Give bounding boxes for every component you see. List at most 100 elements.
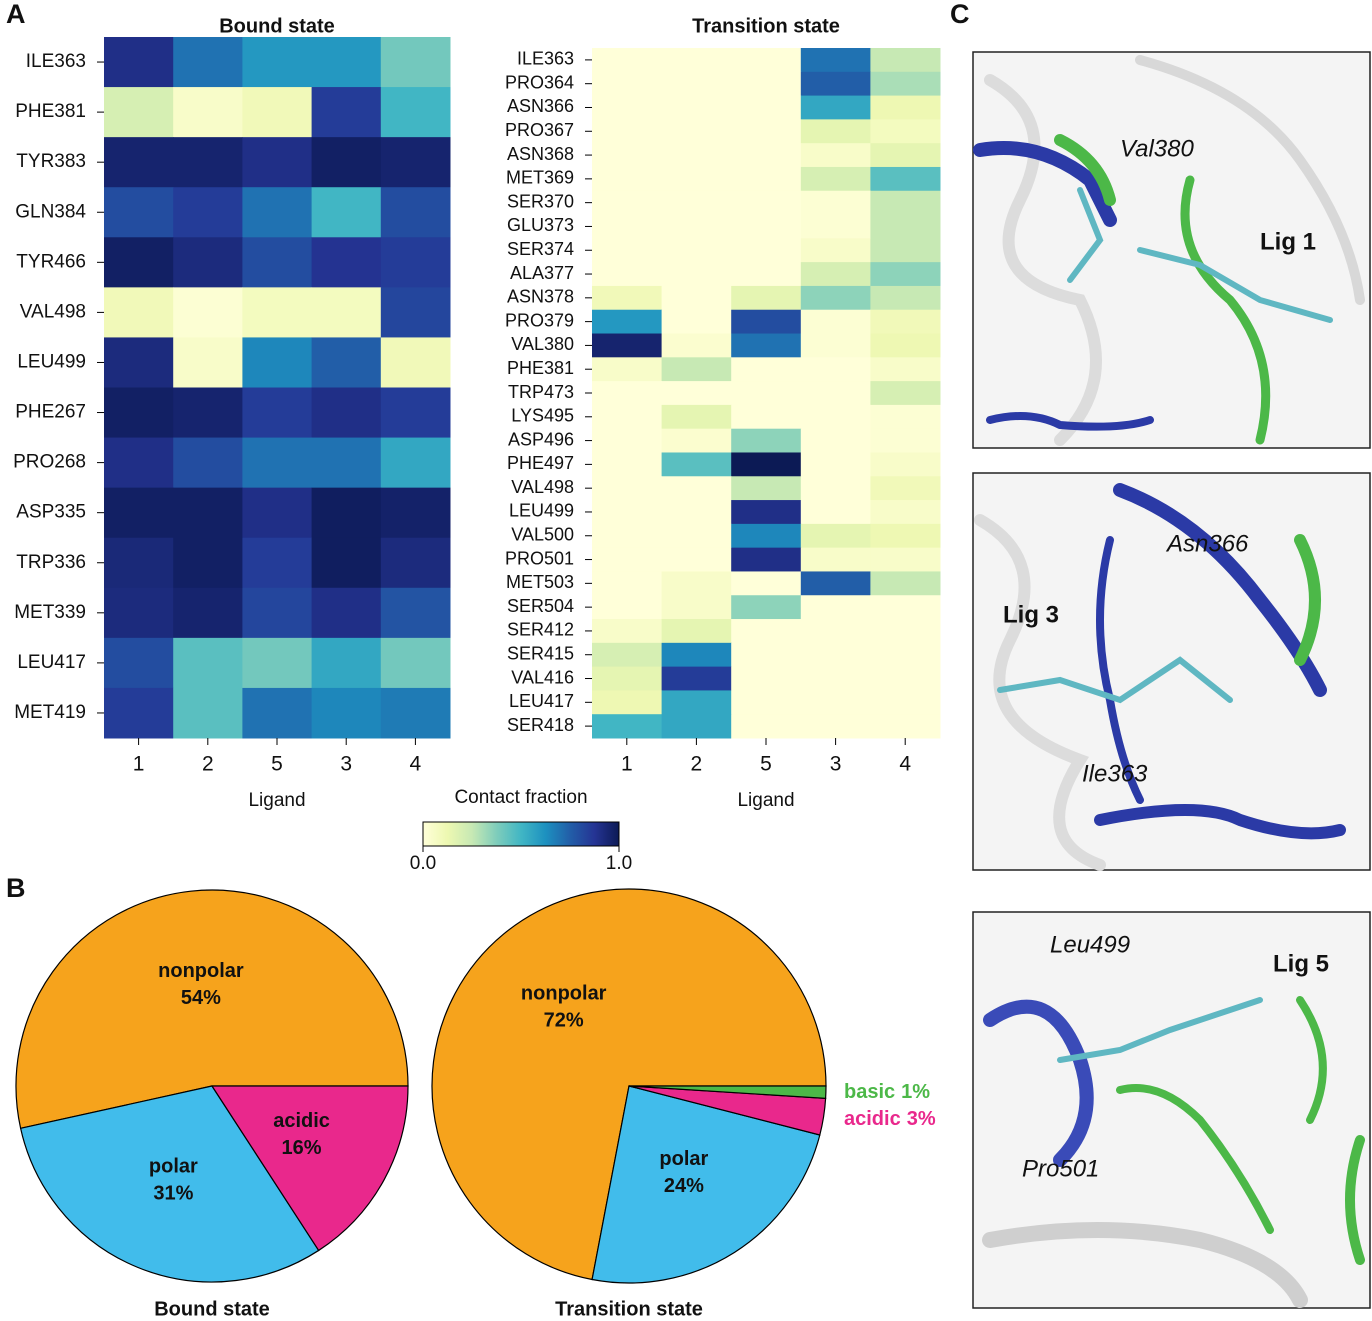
heatmap-cell — [731, 381, 802, 406]
heatmap-cell — [173, 187, 243, 238]
pie-slice — [210, 1085, 409, 1252]
heatmap-cell — [731, 428, 802, 453]
heatmap-cell — [870, 381, 941, 406]
heatmap-cell — [661, 404, 732, 430]
y-tick-label: SER415 — [507, 643, 574, 663]
heatmap-cell — [731, 143, 802, 168]
heatmap-cell — [731, 285, 802, 311]
heatmap-cell — [870, 619, 941, 644]
y-tick-label: VAL500 — [511, 525, 574, 545]
y-tick-label: PHE267 — [15, 402, 86, 423]
heatmap-cell — [800, 381, 871, 406]
heatmap-cell — [242, 287, 313, 338]
heatmap-cell — [870, 571, 941, 596]
ligand-label: Lig 1 — [1260, 228, 1316, 255]
y-tick-label: ILE363 — [517, 49, 574, 69]
pie-slice — [431, 888, 827, 1281]
heatmap-cell — [242, 337, 313, 388]
category-label: polar — [659, 1148, 708, 1170]
heatmap-cell — [800, 547, 871, 572]
heatmap-cell — [592, 309, 663, 335]
y-tick-label: VAL416 — [511, 667, 574, 687]
y-tick-label: PRO367 — [505, 120, 574, 140]
heatmap-cell — [800, 642, 871, 668]
value-label: 1% — [901, 1081, 930, 1103]
x-tick-label: 2 — [691, 753, 703, 776]
heatmap-cell — [661, 500, 732, 525]
heatmap-cell — [104, 537, 174, 589]
heatmap-cell — [731, 595, 802, 620]
heatmap-cell — [800, 309, 871, 335]
heatmap-cell — [731, 476, 802, 501]
heatmap-cell — [592, 190, 663, 216]
heatmap-cell — [661, 547, 732, 572]
heatmap-cell — [731, 452, 802, 477]
heatmap-cell — [800, 333, 871, 358]
heatmap-cell — [173, 637, 243, 689]
heatmap-cell — [800, 190, 871, 216]
heatmap-cell — [800, 143, 871, 168]
heatmap-cell — [592, 95, 663, 120]
pie-label: acidic 3% — [844, 1108, 936, 1130]
ligand-label: Lig 5 — [1273, 950, 1329, 977]
y-tick-label: ASN366 — [507, 96, 574, 116]
heatmap-cell — [661, 428, 732, 453]
heatmap-cell — [731, 166, 802, 192]
heatmap-cell — [800, 595, 871, 620]
y-tick-label: GLN384 — [15, 201, 86, 222]
ligand-label: Lig 3 — [1003, 601, 1059, 628]
heatmap-cell — [800, 357, 871, 382]
x-tick-label: 4 — [899, 753, 911, 776]
y-tick-label: MET339 — [14, 602, 86, 623]
heatmap-cell — [800, 714, 871, 739]
heatmap-cell — [104, 37, 174, 88]
y-tick-label: VAL380 — [511, 334, 574, 354]
heatmap-cell — [242, 487, 313, 539]
heatmap-cell — [311, 487, 382, 539]
heatmap-cell — [800, 214, 871, 239]
heatmap-cell — [242, 387, 313, 439]
heatmap-cell — [870, 166, 941, 192]
y-tick-label: PHE497 — [507, 453, 574, 473]
heatmap-cell — [104, 587, 174, 639]
heatmap-cell — [592, 119, 663, 144]
y-tick-label: ASP335 — [16, 502, 86, 523]
panel-letter: A — [6, 0, 26, 29]
heatmap-cell — [800, 404, 871, 430]
heatmap-cell — [592, 285, 663, 311]
x-axis-label: Ligand — [737, 790, 794, 811]
y-tick-label: PHE381 — [15, 101, 86, 122]
heatmap-cell — [242, 237, 313, 288]
heatmap-cell — [661, 381, 732, 406]
y-tick-label: PRO379 — [505, 310, 574, 330]
heatmap-cell — [592, 428, 663, 453]
heatmap-cell — [311, 237, 382, 288]
heatmap-cell — [870, 309, 941, 335]
heatmap-cell — [311, 537, 382, 589]
heatmap-cell — [870, 48, 941, 73]
heatmap-cell — [870, 238, 941, 263]
y-tick-label: PRO501 — [505, 548, 574, 568]
heatmap-cell — [173, 287, 243, 338]
value-label: 16% — [282, 1137, 322, 1159]
heatmap-cell — [173, 387, 243, 439]
heatmap-cell — [731, 214, 802, 239]
x-tick-label: 2 — [202, 753, 214, 776]
category-label: nonpolar — [158, 960, 244, 982]
heatmap-cell — [173, 337, 243, 388]
heatmap-cell — [104, 337, 174, 388]
heatmap-cell — [731, 333, 802, 358]
heatmap-cell — [870, 262, 941, 287]
heatmap-cell — [661, 166, 732, 192]
heatmap-cell — [311, 387, 382, 439]
heatmap-cell — [661, 190, 732, 216]
heatmap-cell — [592, 381, 663, 406]
heatmap-cell — [661, 285, 732, 311]
heatmap-cell — [870, 500, 941, 525]
y-tick-label: VAL498 — [20, 301, 86, 322]
heatmap-cell — [311, 137, 382, 188]
heatmap-cell — [104, 637, 174, 689]
residue-label: Leu499 — [1050, 931, 1130, 958]
colorbar-tick-label: 1.0 — [606, 853, 632, 874]
heatmap-cell — [731, 357, 802, 382]
